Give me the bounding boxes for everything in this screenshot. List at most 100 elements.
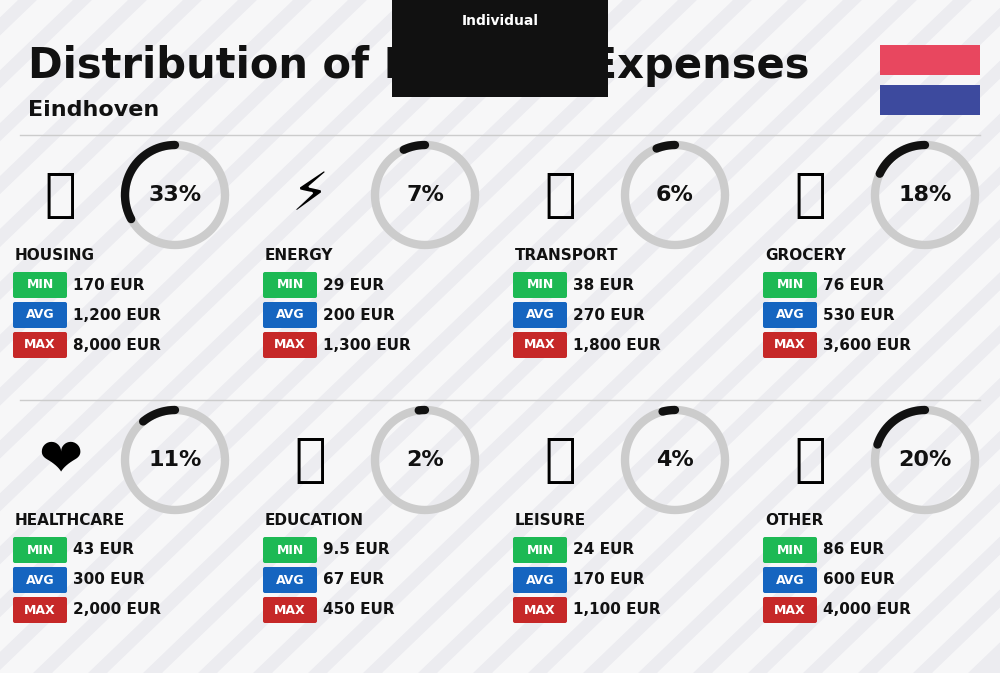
Text: MIN: MIN bbox=[526, 279, 554, 291]
Text: AVG: AVG bbox=[26, 308, 54, 322]
Text: 170 EUR: 170 EUR bbox=[73, 277, 144, 293]
Text: 9.5 EUR: 9.5 EUR bbox=[323, 542, 390, 557]
Text: ❤: ❤ bbox=[38, 434, 82, 486]
Text: MIN: MIN bbox=[276, 279, 304, 291]
Text: AVG: AVG bbox=[776, 308, 804, 322]
FancyBboxPatch shape bbox=[263, 537, 317, 563]
Text: 11%: 11% bbox=[148, 450, 202, 470]
FancyBboxPatch shape bbox=[763, 567, 817, 593]
FancyBboxPatch shape bbox=[13, 332, 67, 358]
FancyBboxPatch shape bbox=[13, 302, 67, 328]
Text: 🛍: 🛍 bbox=[544, 434, 576, 486]
Text: 4%: 4% bbox=[656, 450, 694, 470]
Text: MIN: MIN bbox=[776, 544, 804, 557]
Text: 6%: 6% bbox=[656, 185, 694, 205]
Text: 170 EUR: 170 EUR bbox=[573, 573, 644, 588]
Text: AVG: AVG bbox=[526, 573, 554, 586]
Text: MAX: MAX bbox=[774, 339, 806, 351]
Text: 7%: 7% bbox=[406, 185, 444, 205]
FancyBboxPatch shape bbox=[763, 272, 817, 298]
Text: MAX: MAX bbox=[24, 604, 56, 616]
FancyBboxPatch shape bbox=[880, 45, 980, 75]
Text: 29 EUR: 29 EUR bbox=[323, 277, 384, 293]
Text: 1,300 EUR: 1,300 EUR bbox=[323, 337, 411, 353]
Text: ⚡: ⚡ bbox=[292, 169, 328, 221]
Text: 2,000 EUR: 2,000 EUR bbox=[73, 602, 161, 618]
FancyBboxPatch shape bbox=[263, 567, 317, 593]
Text: 🏙: 🏙 bbox=[44, 169, 76, 221]
FancyBboxPatch shape bbox=[263, 597, 317, 623]
Text: 270 EUR: 270 EUR bbox=[573, 308, 645, 322]
Text: 8,000 EUR: 8,000 EUR bbox=[73, 337, 161, 353]
Text: Eindhoven: Eindhoven bbox=[28, 100, 159, 120]
Text: 67 EUR: 67 EUR bbox=[323, 573, 384, 588]
Text: 43 EUR: 43 EUR bbox=[73, 542, 134, 557]
Text: 2%: 2% bbox=[406, 450, 444, 470]
FancyBboxPatch shape bbox=[513, 302, 567, 328]
Text: 1,800 EUR: 1,800 EUR bbox=[573, 337, 661, 353]
FancyBboxPatch shape bbox=[880, 85, 980, 115]
FancyBboxPatch shape bbox=[763, 332, 817, 358]
Text: 🛒: 🛒 bbox=[794, 169, 826, 221]
Text: 200 EUR: 200 EUR bbox=[323, 308, 395, 322]
Text: AVG: AVG bbox=[276, 308, 304, 322]
Text: 300 EUR: 300 EUR bbox=[73, 573, 145, 588]
Text: 530 EUR: 530 EUR bbox=[823, 308, 895, 322]
Text: MAX: MAX bbox=[774, 604, 806, 616]
Text: GROCERY: GROCERY bbox=[765, 248, 846, 263]
Text: MAX: MAX bbox=[24, 339, 56, 351]
FancyBboxPatch shape bbox=[13, 537, 67, 563]
FancyBboxPatch shape bbox=[13, 272, 67, 298]
FancyBboxPatch shape bbox=[513, 567, 567, 593]
Text: MIN: MIN bbox=[776, 279, 804, 291]
Text: 18%: 18% bbox=[898, 185, 952, 205]
FancyBboxPatch shape bbox=[13, 567, 67, 593]
Text: HEALTHCARE: HEALTHCARE bbox=[15, 513, 125, 528]
Text: MAX: MAX bbox=[274, 604, 306, 616]
Text: TRANSPORT: TRANSPORT bbox=[515, 248, 618, 263]
Text: 24 EUR: 24 EUR bbox=[573, 542, 634, 557]
Text: MAX: MAX bbox=[524, 604, 556, 616]
Text: AVG: AVG bbox=[26, 573, 54, 586]
FancyBboxPatch shape bbox=[513, 272, 567, 298]
Text: EDUCATION: EDUCATION bbox=[265, 513, 364, 528]
Text: 💰: 💰 bbox=[794, 434, 826, 486]
FancyBboxPatch shape bbox=[763, 597, 817, 623]
Text: 38 EUR: 38 EUR bbox=[573, 277, 634, 293]
Text: ENERGY: ENERGY bbox=[265, 248, 334, 263]
Text: 33%: 33% bbox=[148, 185, 202, 205]
FancyBboxPatch shape bbox=[513, 537, 567, 563]
Text: AVG: AVG bbox=[776, 573, 804, 586]
Text: 4,000 EUR: 4,000 EUR bbox=[823, 602, 911, 618]
Text: 1,200 EUR: 1,200 EUR bbox=[73, 308, 161, 322]
Text: 3,600 EUR: 3,600 EUR bbox=[823, 337, 911, 353]
FancyBboxPatch shape bbox=[513, 332, 567, 358]
Text: HOUSING: HOUSING bbox=[15, 248, 95, 263]
FancyBboxPatch shape bbox=[263, 302, 317, 328]
Text: MAX: MAX bbox=[524, 339, 556, 351]
Text: MIN: MIN bbox=[276, 544, 304, 557]
Text: 1,100 EUR: 1,100 EUR bbox=[573, 602, 661, 618]
Text: 76 EUR: 76 EUR bbox=[823, 277, 884, 293]
Text: MIN: MIN bbox=[526, 544, 554, 557]
Text: MIN: MIN bbox=[26, 544, 54, 557]
FancyBboxPatch shape bbox=[263, 272, 317, 298]
FancyBboxPatch shape bbox=[763, 302, 817, 328]
Text: Distribution of Monthly Expenses: Distribution of Monthly Expenses bbox=[28, 45, 810, 87]
Text: 450 EUR: 450 EUR bbox=[323, 602, 395, 618]
FancyBboxPatch shape bbox=[263, 332, 317, 358]
Text: 🚌: 🚌 bbox=[544, 169, 576, 221]
Text: 20%: 20% bbox=[898, 450, 952, 470]
Text: 600 EUR: 600 EUR bbox=[823, 573, 895, 588]
FancyBboxPatch shape bbox=[13, 597, 67, 623]
Text: MAX: MAX bbox=[274, 339, 306, 351]
Text: LEISURE: LEISURE bbox=[515, 513, 586, 528]
Text: AVG: AVG bbox=[526, 308, 554, 322]
Text: 86 EUR: 86 EUR bbox=[823, 542, 884, 557]
Text: 🎓: 🎓 bbox=[294, 434, 326, 486]
Text: Individual: Individual bbox=[462, 14, 538, 28]
Text: AVG: AVG bbox=[276, 573, 304, 586]
FancyBboxPatch shape bbox=[513, 597, 567, 623]
FancyBboxPatch shape bbox=[763, 537, 817, 563]
Text: MIN: MIN bbox=[26, 279, 54, 291]
